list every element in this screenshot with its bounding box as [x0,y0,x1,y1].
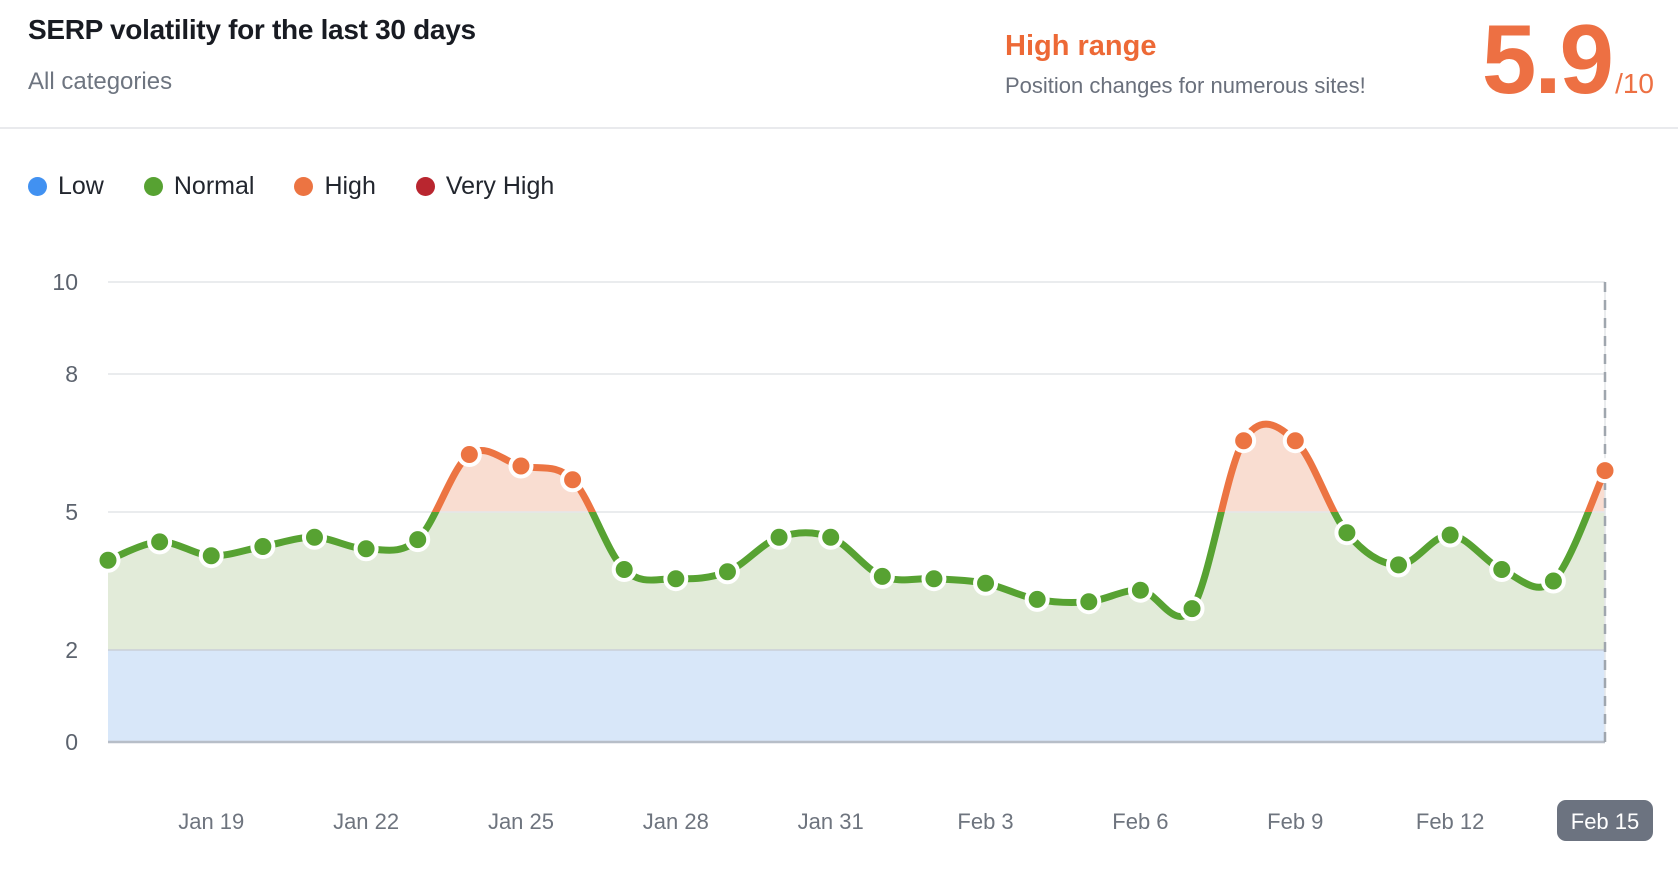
area-high-fill [435,424,1605,512]
legend-item-low: Low [28,172,104,201]
legend-dot-normal-icon [143,177,163,196]
data-point-feb-6[interactable] [1127,577,1153,603]
y-tick-8: 8 [65,361,78,387]
volatility-score-group: 5.9 /10 [1482,10,1654,108]
legend-label-very-high: Very High [445,172,555,200]
x-tick-jan-28: Jan 28 [643,809,709,834]
data-point-feb-5[interactable] [1076,589,1102,615]
data-point-feb-8[interactable] [1231,428,1257,454]
legend-label-low: Low [58,172,104,200]
data-point-feb-13[interactable] [1489,557,1515,582]
x-tick-jan-31: Jan 31 [798,809,864,834]
data-point-jan-19[interactable] [198,543,224,569]
legend-item-normal: Normal [143,172,255,201]
x-tick-feb-12: Feb 12 [1416,809,1485,834]
widget-header: SERP volatility for the last 30 days All… [0,0,1678,127]
y-tick-5: 5 [65,499,78,525]
data-point-jan-17[interactable] [95,547,121,573]
data-point-feb-7[interactable] [1179,596,1205,622]
data-point-jan-20[interactable] [250,534,276,559]
data-point-jan-31[interactable] [818,524,844,550]
score-max: /10 [1615,68,1654,99]
data-point-feb-9[interactable] [1282,428,1308,454]
x-tick-feb-9: Feb 9 [1267,809,1323,834]
chart-subtitle: All categories [28,68,173,95]
band-low-fill [108,650,1605,742]
legend-item-high: High [294,172,376,201]
y-tick-0: 0 [65,729,78,755]
y-tick-2: 2 [65,637,78,663]
data-point-jan-28[interactable] [663,566,689,592]
data-point-jan-30[interactable] [766,524,792,550]
x-tick-feb-3: Feb 3 [957,809,1013,834]
legend-dot-very-high-icon [415,177,435,196]
x-tick-jan-19: Jan 19 [178,809,244,834]
legend-item-very-high: Very High [415,172,555,201]
data-point-feb-15[interactable] [1592,458,1618,484]
data-point-feb-3[interactable] [973,570,999,596]
data-point-jan-24[interactable] [456,442,482,467]
data-point-jan-23[interactable] [405,527,431,553]
data-point-feb-2[interactable] [921,566,947,592]
x-tick-feb-6: Feb 6 [1112,809,1168,834]
legend-dot-high-icon [294,177,314,196]
x-tick-jan-22: Jan 22 [333,809,399,834]
header-divider [0,127,1678,129]
legend-label-normal: Normal [173,172,255,200]
y-tick-10: 10 [52,269,78,295]
range-label: High range [1005,30,1157,62]
data-point-jan-29[interactable] [714,559,740,585]
legend-label-high: High [324,172,376,200]
x-tick-feb-15: Feb 15 [1571,809,1640,834]
current-day-badge [1557,800,1653,841]
legend-dot-low-icon [28,177,47,196]
chart-legend: Low Normal High Very High [28,172,554,201]
chart-title: SERP volatility for the last 30 days [28,14,476,45]
data-point-jan-21[interactable] [301,524,327,550]
data-point-feb-12[interactable] [1437,522,1463,548]
volatility-score: 5.9 [1481,4,1614,114]
data-point-jan-22[interactable] [353,536,379,562]
range-description: Position changes for numerous sites! [1005,73,1366,98]
data-point-feb-1[interactable] [869,563,895,589]
data-point-jan-27[interactable] [611,557,637,582]
x-tick-jan-25: Jan 25 [488,809,554,834]
data-point-jan-26[interactable] [560,467,586,493]
data-point-jan-25[interactable] [508,453,534,479]
area-normal-fill [108,512,1605,650]
data-point-feb-4[interactable] [1024,586,1050,612]
data-point-feb-11[interactable] [1386,552,1412,578]
data-point-jan-18[interactable] [147,529,173,555]
data-point-feb-10[interactable] [1334,520,1360,546]
data-point-feb-14[interactable] [1540,568,1566,594]
range-summary: High range Position changes for numerous… [1005,30,1366,99]
